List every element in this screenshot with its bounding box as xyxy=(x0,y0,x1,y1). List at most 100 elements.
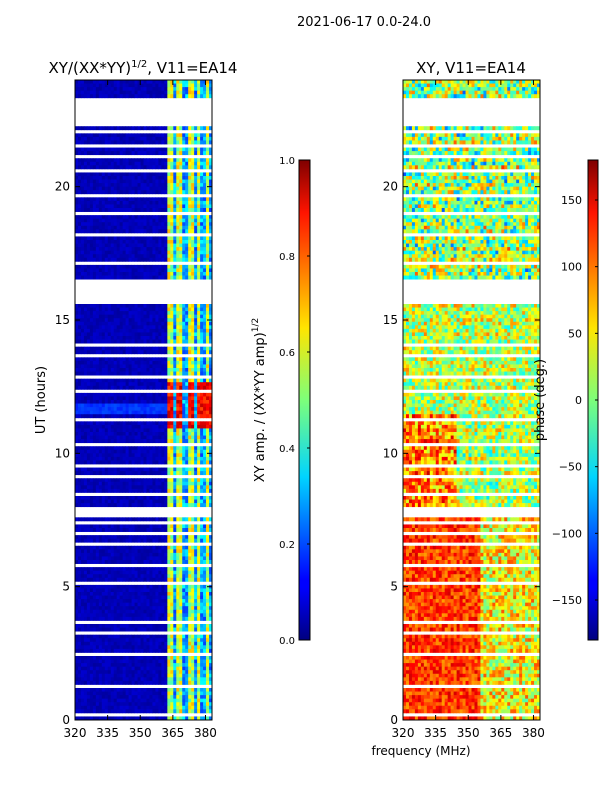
amplitude-cell xyxy=(170,371,174,376)
amplitude-cell xyxy=(206,407,210,412)
amplitude-cell xyxy=(83,584,88,589)
amplitude-cell xyxy=(179,424,183,429)
amplitude-cell xyxy=(95,264,100,269)
amplitude-cell xyxy=(143,435,147,440)
amplitude-cell xyxy=(98,165,103,170)
amplitude-cell xyxy=(92,165,97,170)
amplitude-cell xyxy=(116,197,121,202)
amplitude-cell xyxy=(152,560,156,564)
amplitude-cell xyxy=(98,584,103,589)
amplitude-cell xyxy=(158,556,162,561)
amplitude-cell xyxy=(203,432,207,436)
amplitude-cell xyxy=(83,556,88,561)
amplitude-cell xyxy=(113,325,118,330)
amplitude-cell xyxy=(167,304,171,308)
amplitude-cell xyxy=(200,243,204,248)
amplitude-cell xyxy=(158,439,162,444)
amplitude-cell xyxy=(149,428,153,433)
amplitude-cell xyxy=(134,556,138,561)
amplitude-cell xyxy=(167,357,171,362)
amplitude-cell xyxy=(83,264,88,269)
amplitude-cell xyxy=(75,176,79,180)
amplitude-cell xyxy=(131,424,135,429)
amplitude-cell xyxy=(161,254,165,259)
amplitude-cell xyxy=(209,229,212,234)
amplitude-cell xyxy=(75,421,79,426)
amplitude-cell xyxy=(206,183,210,188)
amplitude-cell xyxy=(89,471,94,476)
amplitude-cell xyxy=(134,396,138,401)
amplitude-cell xyxy=(200,272,204,276)
amplitude-cell xyxy=(167,311,171,316)
amplitude-cell xyxy=(209,432,212,436)
amplitude-cell xyxy=(143,574,147,579)
amplitude-cell xyxy=(101,545,106,550)
amplitude-cell xyxy=(176,161,180,166)
amplitude-cell xyxy=(167,325,171,330)
amplitude-cell xyxy=(164,410,168,415)
amplitude-cell xyxy=(116,236,121,241)
amplitude-cell xyxy=(116,321,121,326)
amplitude-cell xyxy=(188,87,192,92)
amplitude-row xyxy=(75,179,212,184)
amplitude-cell xyxy=(167,432,171,436)
amplitude-cell xyxy=(206,378,210,383)
amplitude-cell xyxy=(185,371,189,376)
amplitude-cell xyxy=(188,158,192,163)
amplitude-cell xyxy=(125,595,130,600)
amplitude-cell xyxy=(200,165,204,170)
amplitude-cell xyxy=(113,350,118,355)
amplitude-cell xyxy=(128,247,132,252)
amplitude-cell xyxy=(86,456,91,461)
amplitude-cell xyxy=(80,346,85,351)
amplitude-cell xyxy=(197,456,201,461)
amplitude-cell xyxy=(110,535,115,540)
amplitude-row xyxy=(75,176,212,180)
amplitude-cell xyxy=(209,208,212,212)
amplitude-cell xyxy=(203,485,207,490)
amplitude-cell xyxy=(131,432,135,436)
amplitude-cell xyxy=(140,204,144,209)
amplitude-cell xyxy=(113,588,118,593)
amplitude-cell xyxy=(107,126,112,131)
amplitude-cell xyxy=(197,229,201,234)
amplitude-cell xyxy=(158,222,162,227)
amplitude-cell xyxy=(104,318,109,323)
amplitude-cell xyxy=(179,556,183,561)
amplitude-cell xyxy=(134,186,138,191)
amplitude-cell xyxy=(89,254,94,259)
amplitude-cell xyxy=(170,346,174,351)
amplitude-cell xyxy=(203,243,207,248)
amplitude-cell xyxy=(80,535,85,540)
amplitude-cell xyxy=(179,574,183,579)
amplitude-cell xyxy=(173,133,177,138)
amplitude-cell xyxy=(197,94,201,99)
amplitude-cell xyxy=(155,80,159,84)
amplitude-cell xyxy=(200,257,204,262)
amplitude-cell xyxy=(173,151,177,156)
amplitude-cell xyxy=(194,392,198,397)
amplitude-cell xyxy=(140,584,144,589)
amplitude-cell xyxy=(152,254,156,259)
amplitude-cell xyxy=(152,517,156,522)
amplitude-cell xyxy=(179,517,183,522)
amplitude-cell xyxy=(125,481,130,486)
amplitude-cell xyxy=(194,87,198,92)
amplitude-cell xyxy=(206,392,210,397)
amplitude-cell xyxy=(200,517,204,522)
amplitude-cell xyxy=(191,439,195,444)
amplitude-cell xyxy=(137,496,141,500)
amplitude-cell xyxy=(80,151,85,156)
amplitude-cell xyxy=(77,225,82,230)
amplitude-cell xyxy=(104,396,109,401)
amplitude-cell xyxy=(197,517,201,522)
amplitude-cell xyxy=(110,304,115,308)
amplitude-cell xyxy=(191,318,195,323)
amplitude-cell xyxy=(116,147,121,152)
amplitude-cell xyxy=(89,318,94,323)
amplitude-cell xyxy=(206,364,210,369)
amplitude-cell xyxy=(131,595,135,600)
amplitude-cell xyxy=(75,528,79,532)
amplitude-cell xyxy=(113,225,118,230)
amplitude-cell xyxy=(167,165,171,170)
